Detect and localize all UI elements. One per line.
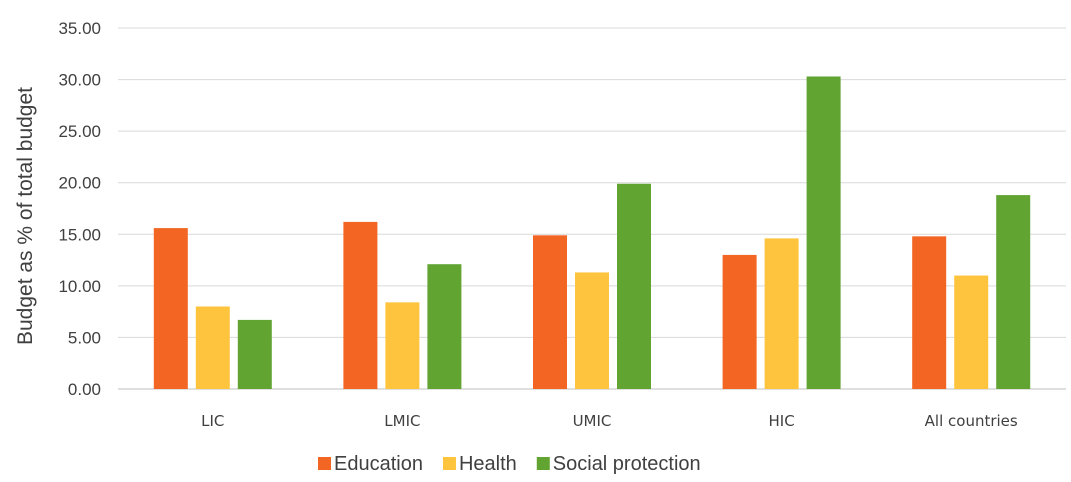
y-tick-label: 0.00 <box>68 380 101 399</box>
bar <box>764 238 799 389</box>
x-category-label: HIC <box>769 412 795 430</box>
bars <box>153 76 1031 389</box>
x-category-label: LMIC <box>384 412 420 430</box>
y-tick-label: 25.00 <box>58 122 101 141</box>
bar <box>996 195 1031 389</box>
bar <box>195 306 230 389</box>
bar <box>533 235 567 389</box>
bar <box>954 275 989 389</box>
y-tick-label: 15.00 <box>58 225 101 244</box>
bar <box>153 228 188 389</box>
legend-entry: Education <box>334 453 423 475</box>
y-tick-label: 10.00 <box>58 277 101 296</box>
bar <box>575 272 609 389</box>
x-axis-category-labels: LIC LMIC UMIC HIC All countries <box>201 412 1018 430</box>
legend-swatch <box>442 457 456 470</box>
bar <box>806 76 841 389</box>
bar <box>343 221 378 389</box>
x-category-label: LIC <box>201 412 224 430</box>
legend-swatch <box>318 457 331 470</box>
x-category-label: UMIC <box>573 412 612 430</box>
y-axis-tick-labels: 0.00 5.00 10.00 15.00 20.00 25.00 30.00 35.00 <box>58 19 101 399</box>
y-axis-label: Budget as % of total budget <box>14 87 37 345</box>
legend: Education Health Social protection <box>318 453 701 475</box>
legend-swatch <box>536 457 550 470</box>
y-tick-label: 30.00 <box>58 71 101 90</box>
y-tick-label: 35.00 <box>58 19 101 38</box>
bar <box>617 183 651 389</box>
bar <box>722 254 757 389</box>
bar <box>237 319 272 389</box>
y-tick-label: 5.00 <box>68 328 101 347</box>
legend-entry: Health <box>459 453 517 475</box>
legend-entry: Social protection <box>553 453 701 475</box>
x-category-label: All countries <box>925 412 1018 430</box>
bar <box>385 302 420 389</box>
bar <box>912 236 947 389</box>
bar <box>427 264 462 389</box>
y-tick-label: 20.00 <box>58 174 101 193</box>
